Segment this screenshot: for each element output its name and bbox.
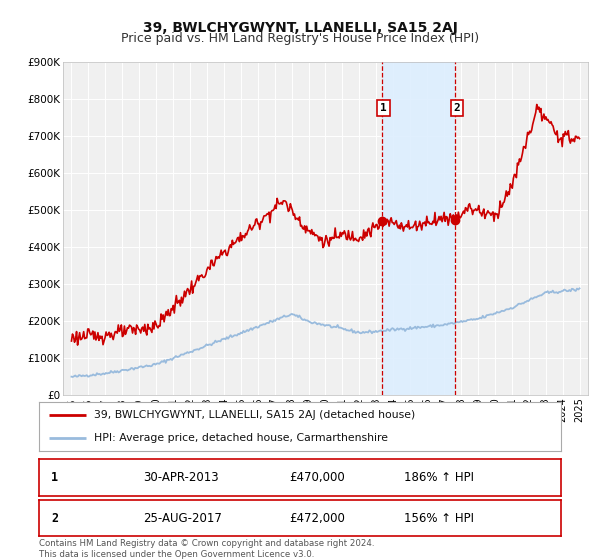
Text: £470,000: £470,000 [290, 471, 346, 484]
Text: 2: 2 [51, 512, 58, 525]
Text: Contains HM Land Registry data © Crown copyright and database right 2024.
This d: Contains HM Land Registry data © Crown c… [39, 539, 374, 559]
Text: HPI: Average price, detached house, Carmarthenshire: HPI: Average price, detached house, Carm… [94, 433, 388, 444]
Text: 39, BWLCHYGWYNT, LLANELLI, SA15 2AJ (detached house): 39, BWLCHYGWYNT, LLANELLI, SA15 2AJ (det… [94, 410, 415, 421]
Text: Price paid vs. HM Land Registry's House Price Index (HPI): Price paid vs. HM Land Registry's House … [121, 32, 479, 45]
Text: 30-APR-2013: 30-APR-2013 [143, 471, 219, 484]
Text: 2: 2 [454, 103, 460, 113]
Text: 1: 1 [380, 103, 387, 113]
Text: 156% ↑ HPI: 156% ↑ HPI [404, 512, 475, 525]
Text: 1: 1 [51, 471, 58, 484]
Text: 25-AUG-2017: 25-AUG-2017 [143, 512, 222, 525]
Text: 39, BWLCHYGWYNT, LLANELLI, SA15 2AJ: 39, BWLCHYGWYNT, LLANELLI, SA15 2AJ [143, 21, 457, 35]
Text: £472,000: £472,000 [290, 512, 346, 525]
Text: 186% ↑ HPI: 186% ↑ HPI [404, 471, 475, 484]
Bar [382, 62, 455, 395]
